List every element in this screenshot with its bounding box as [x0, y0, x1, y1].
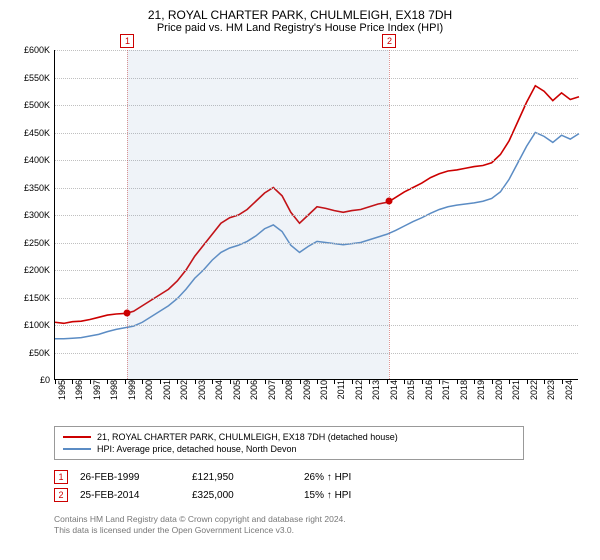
- x-tick-label: 2004: [214, 380, 224, 408]
- x-tick: [265, 380, 266, 384]
- x-tick: [544, 380, 545, 384]
- transaction-row: 1 26-FEB-1999 £121,950 26% ↑ HPI: [54, 468, 588, 486]
- plot-area: 12: [54, 50, 578, 380]
- legend: 21, ROYAL CHARTER PARK, CHULMLEIGH, EX18…: [54, 426, 524, 460]
- x-tick: [387, 380, 388, 384]
- footer-attribution: Contains HM Land Registry data © Crown c…: [54, 514, 588, 536]
- x-tick-label: 2018: [459, 380, 469, 408]
- x-tick-label: 1995: [57, 380, 67, 408]
- legend-swatch: [63, 436, 91, 438]
- chart-title: 21, ROYAL CHARTER PARK, CHULMLEIGH, EX18…: [12, 8, 588, 22]
- transaction-row: 2 25-FEB-2014 £325,000 15% ↑ HPI: [54, 486, 588, 504]
- x-tick-label: 2022: [529, 380, 539, 408]
- chart-container: 21, ROYAL CHARTER PARK, CHULMLEIGH, EX18…: [0, 0, 600, 560]
- footer-line: This data is licensed under the Open Gov…: [54, 525, 588, 536]
- x-tick-label: 1999: [127, 380, 137, 408]
- x-tick-label: 2011: [336, 380, 346, 408]
- x-tick: [492, 380, 493, 384]
- y-tick-label: £250K: [10, 238, 50, 248]
- x-tick: [282, 380, 283, 384]
- x-tick-label: 2008: [284, 380, 294, 408]
- y-tick-label: £200K: [10, 265, 50, 275]
- legend-swatch: [63, 448, 91, 450]
- chart-area: £0 £50K £100K £150K £200K £250K £300K £350K £400…: [12, 40, 588, 420]
- x-tick: [125, 380, 126, 384]
- x-tick: [90, 380, 91, 384]
- x-tick: [352, 380, 353, 384]
- y-tick-label: £150K: [10, 293, 50, 303]
- x-tick: [422, 380, 423, 384]
- transaction-delta: 15% ↑ HPI: [304, 490, 404, 501]
- x-tick-label: 2014: [389, 380, 399, 408]
- x-tick-label: 2024: [564, 380, 574, 408]
- x-tick-label: 2016: [424, 380, 434, 408]
- y-tick-label: £350K: [10, 183, 50, 193]
- x-tick: [195, 380, 196, 384]
- x-tick: [527, 380, 528, 384]
- x-tick-label: 1998: [109, 380, 119, 408]
- transaction-price: £325,000: [192, 490, 292, 501]
- x-tick-label: 2007: [267, 380, 277, 408]
- transaction-marker: 1: [54, 470, 68, 484]
- transaction-table: 1 26-FEB-1999 £121,950 26% ↑ HPI 2 25-FEB-201…: [54, 468, 588, 504]
- y-tick-label: £50K: [10, 348, 50, 358]
- x-tick-label: 1996: [74, 380, 84, 408]
- x-tick: [247, 380, 248, 384]
- x-tick-label: 2015: [406, 380, 416, 408]
- x-tick-label: 2013: [371, 380, 381, 408]
- marker-label: 2: [382, 34, 396, 48]
- x-tick-label: 2002: [179, 380, 189, 408]
- x-tick-label: 2020: [494, 380, 504, 408]
- x-tick-label: 2003: [197, 380, 207, 408]
- x-tick: [230, 380, 231, 384]
- legend-item: 21, ROYAL CHARTER PARK, CHULMLEIGH, EX18…: [63, 431, 515, 443]
- x-tick: [300, 380, 301, 384]
- x-tick-label: 2005: [232, 380, 242, 408]
- x-tick-label: 2010: [319, 380, 329, 408]
- x-tick: [55, 380, 56, 384]
- x-tick-label: 1997: [92, 380, 102, 408]
- x-tick: [317, 380, 318, 384]
- y-tick-label: £500K: [10, 100, 50, 110]
- legend-label: HPI: Average price, detached house, Nort…: [97, 444, 296, 454]
- x-tick-label: 2021: [511, 380, 521, 408]
- transaction-price: £121,950: [192, 472, 292, 483]
- shaded-region: [127, 50, 389, 379]
- x-tick: [509, 380, 510, 384]
- y-tick-label: £450K: [10, 128, 50, 138]
- marker-label: 1: [120, 34, 134, 48]
- transaction-date: 25-FEB-2014: [80, 490, 180, 501]
- x-tick-label: 2001: [162, 380, 172, 408]
- data-point: [124, 309, 131, 316]
- y-tick-label: £550K: [10, 73, 50, 83]
- x-tick-label: 2000: [144, 380, 154, 408]
- data-point: [386, 198, 393, 205]
- chart-subtitle: Price paid vs. HM Land Registry's House …: [12, 22, 588, 34]
- y-tick-label: £0: [10, 375, 50, 385]
- transaction-marker: 2: [54, 488, 68, 502]
- y-tick-label: £600K: [10, 45, 50, 55]
- marker-vline: [389, 50, 390, 379]
- x-tick: [562, 380, 563, 384]
- y-tick-label: £100K: [10, 320, 50, 330]
- y-tick-label: £400K: [10, 155, 50, 165]
- transaction-date: 26-FEB-1999: [80, 472, 180, 483]
- x-tick-label: 2006: [249, 380, 259, 408]
- x-tick-label: 2009: [302, 380, 312, 408]
- marker-vline: [127, 50, 128, 379]
- legend-item: HPI: Average price, detached house, Nort…: [63, 443, 515, 455]
- x-tick: [160, 380, 161, 384]
- x-tick-label: 2019: [476, 380, 486, 408]
- y-tick-label: £300K: [10, 210, 50, 220]
- footer-line: Contains HM Land Registry data © Crown c…: [54, 514, 588, 525]
- x-tick-label: 2017: [441, 380, 451, 408]
- legend-label: 21, ROYAL CHARTER PARK, CHULMLEIGH, EX18…: [97, 432, 398, 442]
- x-tick-label: 2012: [354, 380, 364, 408]
- transaction-delta: 26% ↑ HPI: [304, 472, 404, 483]
- x-tick: [457, 380, 458, 384]
- x-tick-label: 2023: [546, 380, 556, 408]
